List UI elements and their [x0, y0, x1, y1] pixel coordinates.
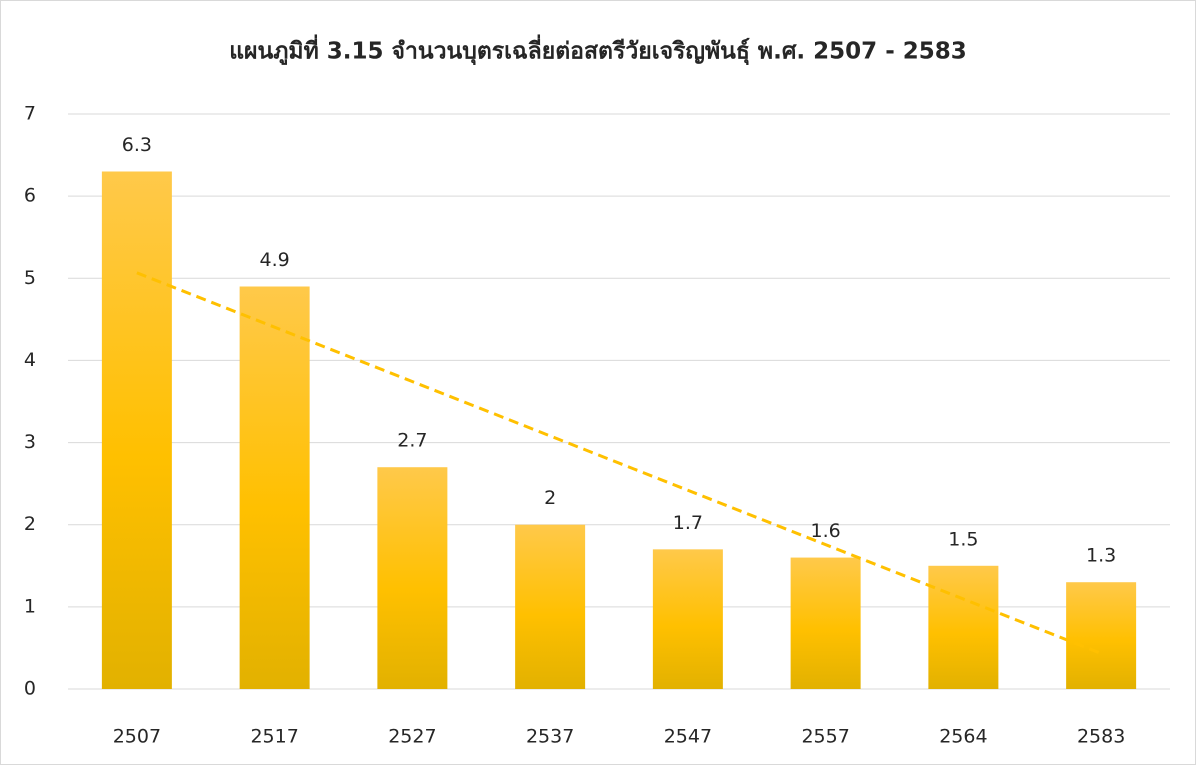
- bar: [928, 565, 999, 689]
- data-label: 6.3: [122, 134, 152, 156]
- data-label: 2: [544, 487, 556, 509]
- y-tick-label: 0: [24, 678, 36, 700]
- x-tick-label: 2527: [388, 726, 436, 748]
- y-tick-label: 7: [24, 103, 36, 125]
- x-tick-label: 2564: [939, 726, 987, 748]
- x-tick-label: 2583: [1077, 726, 1125, 748]
- x-tick-label: 2547: [664, 726, 712, 748]
- y-tick-label: 1: [24, 595, 36, 617]
- y-tick-label: 2: [24, 513, 36, 535]
- trend-line: [136, 271, 1102, 655]
- data-label: 1.7: [673, 512, 703, 534]
- y-tick-label: 3: [24, 431, 36, 453]
- data-label: 4.9: [260, 249, 290, 271]
- bar: [652, 549, 723, 689]
- chart-title: แผนภูมิที่ 3.15 จำนวนบุตรเฉลี่ยต่อสตรีวั…: [229, 34, 967, 66]
- y-tick-label: 5: [24, 267, 36, 289]
- bar: [515, 524, 586, 689]
- x-tick-label: 2537: [526, 726, 574, 748]
- bar: [790, 557, 861, 689]
- y-tick-label: 4: [24, 349, 36, 371]
- x-tick-label: 2517: [250, 726, 298, 748]
- data-label: 1.6: [811, 520, 841, 542]
- x-tick-label: 2507: [113, 726, 161, 748]
- bar: [101, 171, 172, 689]
- bar: [1066, 582, 1137, 689]
- bar: [377, 467, 448, 689]
- bar: [239, 286, 310, 689]
- data-label: 2.7: [397, 430, 427, 452]
- y-tick-label: 6: [24, 185, 36, 207]
- data-label: 1.5: [948, 528, 978, 550]
- data-label: 1.3: [1086, 545, 1116, 567]
- x-tick-label: 2557: [801, 726, 849, 748]
